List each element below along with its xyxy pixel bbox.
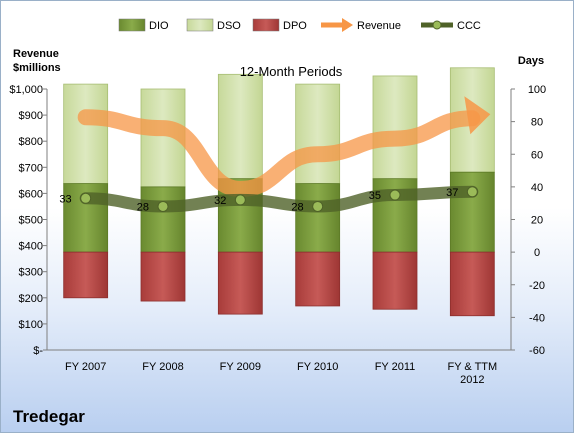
bar-dpo — [63, 251, 109, 299]
ccc-data-label: 28 — [137, 201, 149, 213]
bar-dio — [449, 171, 495, 253]
legend-label-revenue: Revenue — [357, 20, 401, 32]
bar-dpo — [449, 251, 495, 317]
bar-dpo — [295, 251, 341, 307]
ccc-point — [466, 186, 478, 198]
legend-swatch-dpo — [252, 18, 280, 32]
left-tick-label: $200 — [19, 293, 43, 305]
left-tick-label: $- — [33, 345, 43, 357]
ccc-point — [234, 194, 246, 206]
left-tick-label: $800 — [19, 136, 43, 148]
bar-dio — [140, 186, 186, 253]
legend-swatch-dio — [118, 18, 146, 32]
bar-dso — [63, 83, 109, 185]
bar-dpo — [140, 251, 186, 302]
legend-revenue-arrow-head — [342, 18, 353, 32]
ccc-data-label: 35 — [369, 190, 381, 202]
revenue-arrow-line — [77, 109, 481, 197]
legend-label-ccc: CCC — [457, 20, 481, 32]
right-tick-label: 20 — [531, 215, 543, 227]
left-tick-label: $600 — [19, 188, 43, 200]
left-tick-label: $100 — [19, 319, 43, 331]
bar-dso — [372, 75, 418, 180]
bar-dso — [217, 73, 263, 180]
ccc-data-label: 28 — [291, 201, 303, 213]
left-axis-title-line2: $millions — [13, 62, 61, 74]
right-axis-title: Days — [518, 55, 544, 67]
category-label: FY 2008 — [142, 361, 183, 373]
left-tick-label: $500 — [19, 215, 43, 227]
legend-label-dpo: DPO — [283, 20, 307, 32]
right-tick-label: 80 — [531, 117, 543, 129]
right-tick-label: -60 — [529, 345, 545, 357]
left-tick-label: $300 — [19, 267, 43, 279]
left-axis-title-line1: Revenue — [13, 48, 59, 60]
category-label: FY & TTM — [447, 361, 497, 373]
right-tick-label: 60 — [531, 149, 543, 161]
ccc-point — [157, 200, 169, 212]
bar-dio — [295, 183, 341, 253]
ccc-point — [80, 192, 92, 204]
legend-ccc-marker — [432, 20, 442, 30]
right-tick-label: -20 — [529, 280, 545, 292]
legend-label-dio: DIO — [149, 20, 169, 32]
right-tick-label: -40 — [529, 312, 545, 324]
category-label: FY 2007 — [65, 361, 106, 373]
category-label: FY 2010 — [297, 361, 338, 373]
chart-title: 12-Month Periods — [240, 64, 343, 79]
left-tick-label: $400 — [19, 241, 43, 253]
left-tick-label: $900 — [19, 110, 43, 122]
ccc-data-label: 32 — [214, 195, 226, 207]
left-tick-label: $700 — [19, 162, 43, 174]
category-label: 2012 — [460, 374, 484, 386]
legend-label-dso: DSO — [217, 20, 241, 32]
right-tick-label: 100 — [528, 84, 546, 96]
revenue-arrow-head — [464, 96, 491, 135]
company-name: Tredegar — [13, 407, 85, 426]
left-tick-label: $1,000 — [9, 84, 43, 96]
ccc-data-label: 33 — [59, 193, 71, 205]
bar-dpo — [372, 251, 418, 310]
legend-swatch-dso — [186, 18, 214, 32]
category-label: FY 2011 — [375, 361, 416, 373]
bar-dpo — [217, 251, 263, 315]
category-label: FY 2009 — [220, 361, 261, 373]
right-tick-label: 40 — [531, 182, 543, 194]
ccc-point — [312, 200, 324, 212]
right-tick-label: 0 — [534, 247, 540, 259]
ccc-point — [389, 189, 401, 201]
ccc-data-label: 37 — [446, 187, 458, 199]
bar-dso — [295, 83, 341, 185]
